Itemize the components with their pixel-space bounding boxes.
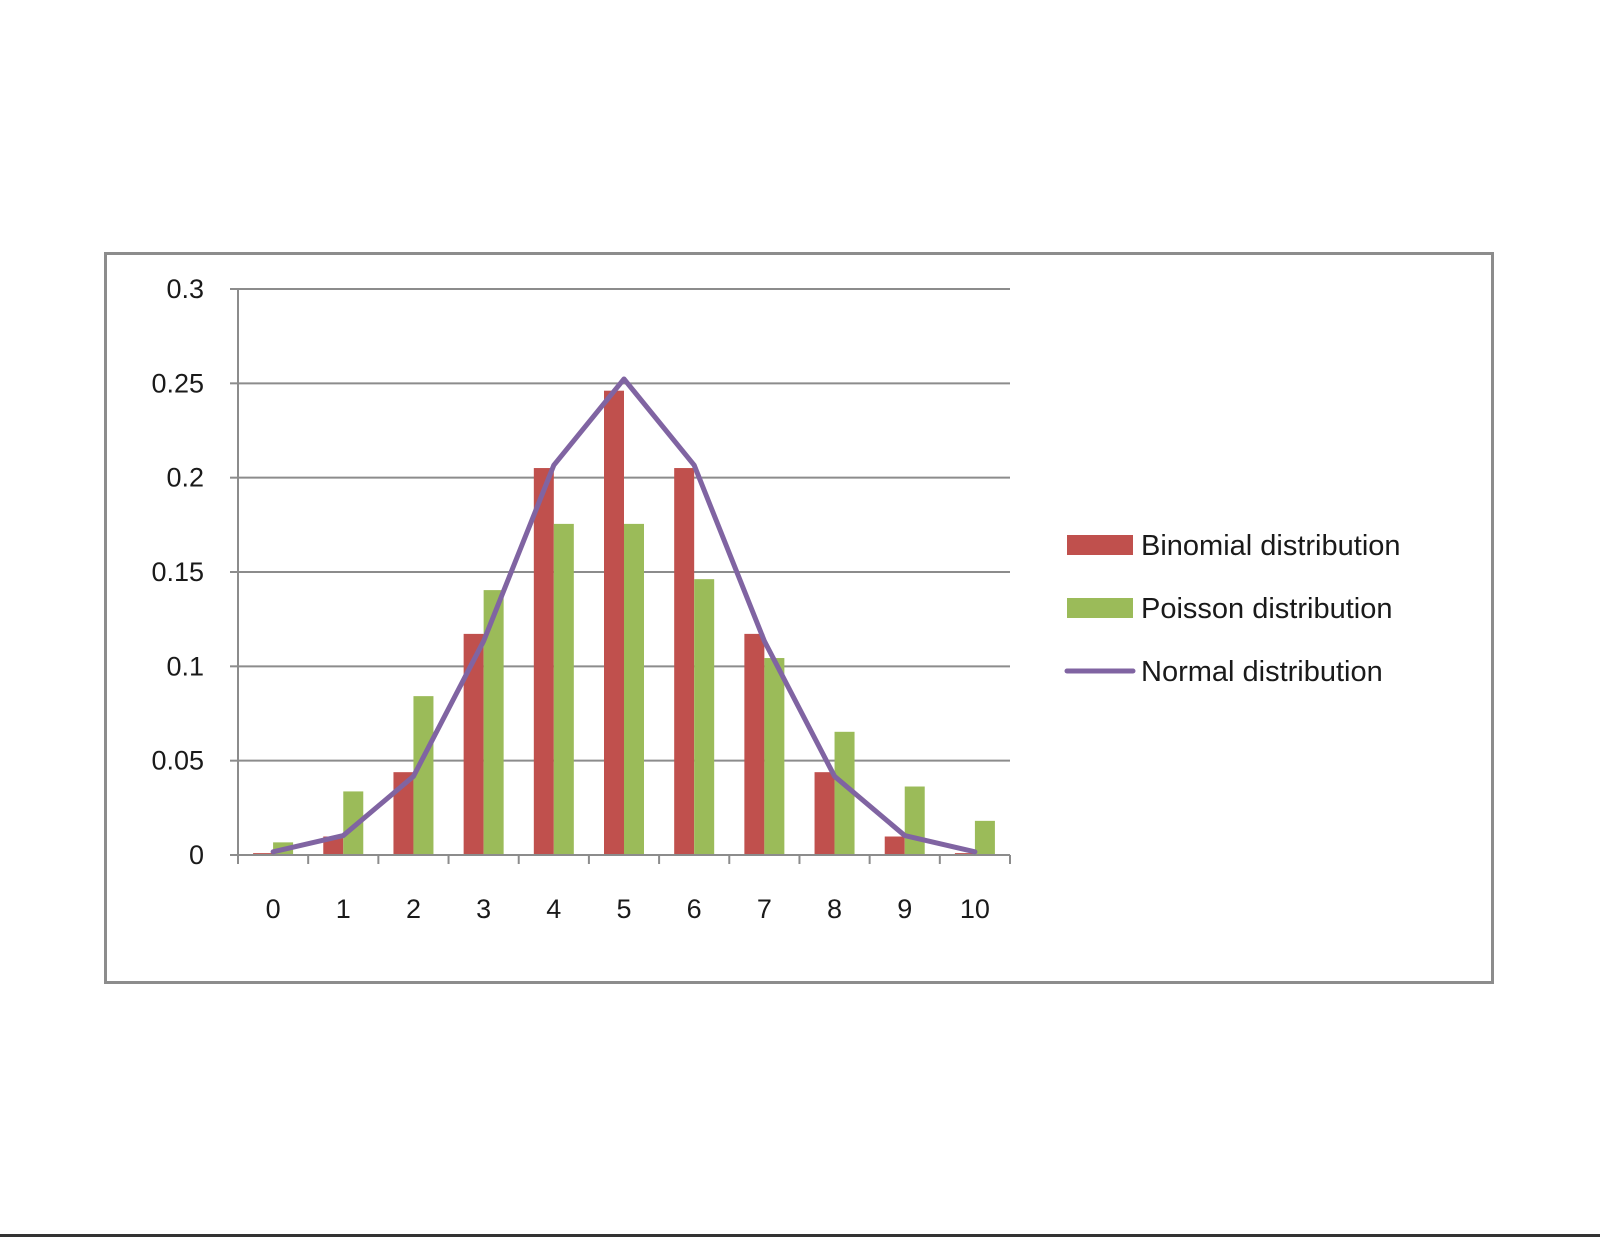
- binomial-bar-2: [393, 772, 414, 855]
- poisson-bar-5: [624, 523, 644, 855]
- page-bottom-rule: [0, 1234, 1600, 1237]
- chart-svg: 0 0.05 0.1 0.15 0.2 0.25 0.3 0 1 2 3 4 5 6 7 8 9 10 Bino…: [151, 274, 1401, 924]
- poisson-bar-9: [904, 786, 925, 855]
- axes: [237, 289, 1011, 864]
- binomial-bar-5: [604, 390, 624, 855]
- x-tick-label: 7: [757, 894, 772, 924]
- y-tick-labels: 0 0.05 0.1 0.15 0.2 0.25 0.3: [151, 274, 204, 870]
- binomial-bar-3: [463, 633, 484, 855]
- binomial-bar-7: [744, 633, 765, 855]
- poisson-bar-4: [553, 523, 574, 855]
- y-tick-label: 0.1: [166, 651, 204, 681]
- legend-label-1: Poisson distribution: [1141, 593, 1392, 625]
- x-tick-label: 8: [827, 894, 842, 924]
- x-tick-label: 3: [476, 894, 491, 924]
- chart-frame: 0 0.05 0.1 0.15 0.2 0.25 0.3 0 1 2 3 4 5 6 7 8 9 10 Bino…: [104, 252, 1494, 984]
- legend: Binomial distribution Poisson distributio…: [1064, 530, 1401, 688]
- y-tick-label: 0.15: [151, 557, 204, 587]
- binomial-bar-4: [533, 468, 554, 855]
- x-tick-label: 2: [406, 894, 421, 924]
- x-tick-label: 0: [266, 894, 281, 924]
- poisson-bar-1: [343, 791, 364, 855]
- y-tick-label: 0.3: [166, 274, 204, 304]
- poisson-bar-6: [694, 579, 715, 855]
- poisson-bar-8: [834, 731, 855, 855]
- x-tick-labels: 0 1 2 3 4 5 6 7 8 9 10: [266, 894, 990, 924]
- y-tick-label: 0.2: [166, 463, 204, 493]
- legend-label-0: Binomial distribution: [1141, 530, 1401, 562]
- poisson-bar-2: [413, 696, 434, 855]
- y-tick-label: 0: [189, 840, 204, 870]
- binomial-bar-6: [674, 468, 695, 855]
- poisson-bar-7: [764, 658, 785, 855]
- binomial-bar-9: [884, 836, 905, 855]
- x-tick-label: 4: [546, 894, 561, 924]
- binomial-bar-8: [814, 772, 835, 855]
- x-tick-label: 5: [616, 894, 631, 924]
- x-tick-label: 1: [336, 894, 351, 924]
- legend-swatch-1: [1067, 598, 1133, 618]
- x-tick-label: 6: [687, 894, 702, 924]
- legend-swatch-0: [1067, 535, 1133, 555]
- x-tick-label: 10: [960, 894, 990, 924]
- poisson-bar-3: [483, 590, 504, 855]
- normal-line: [270, 376, 978, 855]
- poisson-bar-10: [974, 820, 995, 855]
- x-tick-label: 9: [897, 894, 912, 924]
- normal-distribution-line: [270, 376, 978, 855]
- y-tick-label: 0.25: [151, 368, 204, 398]
- legend-label-2: Normal distribution: [1141, 656, 1383, 688]
- bars: [253, 390, 995, 855]
- y-tick-label: 0.05: [151, 746, 204, 776]
